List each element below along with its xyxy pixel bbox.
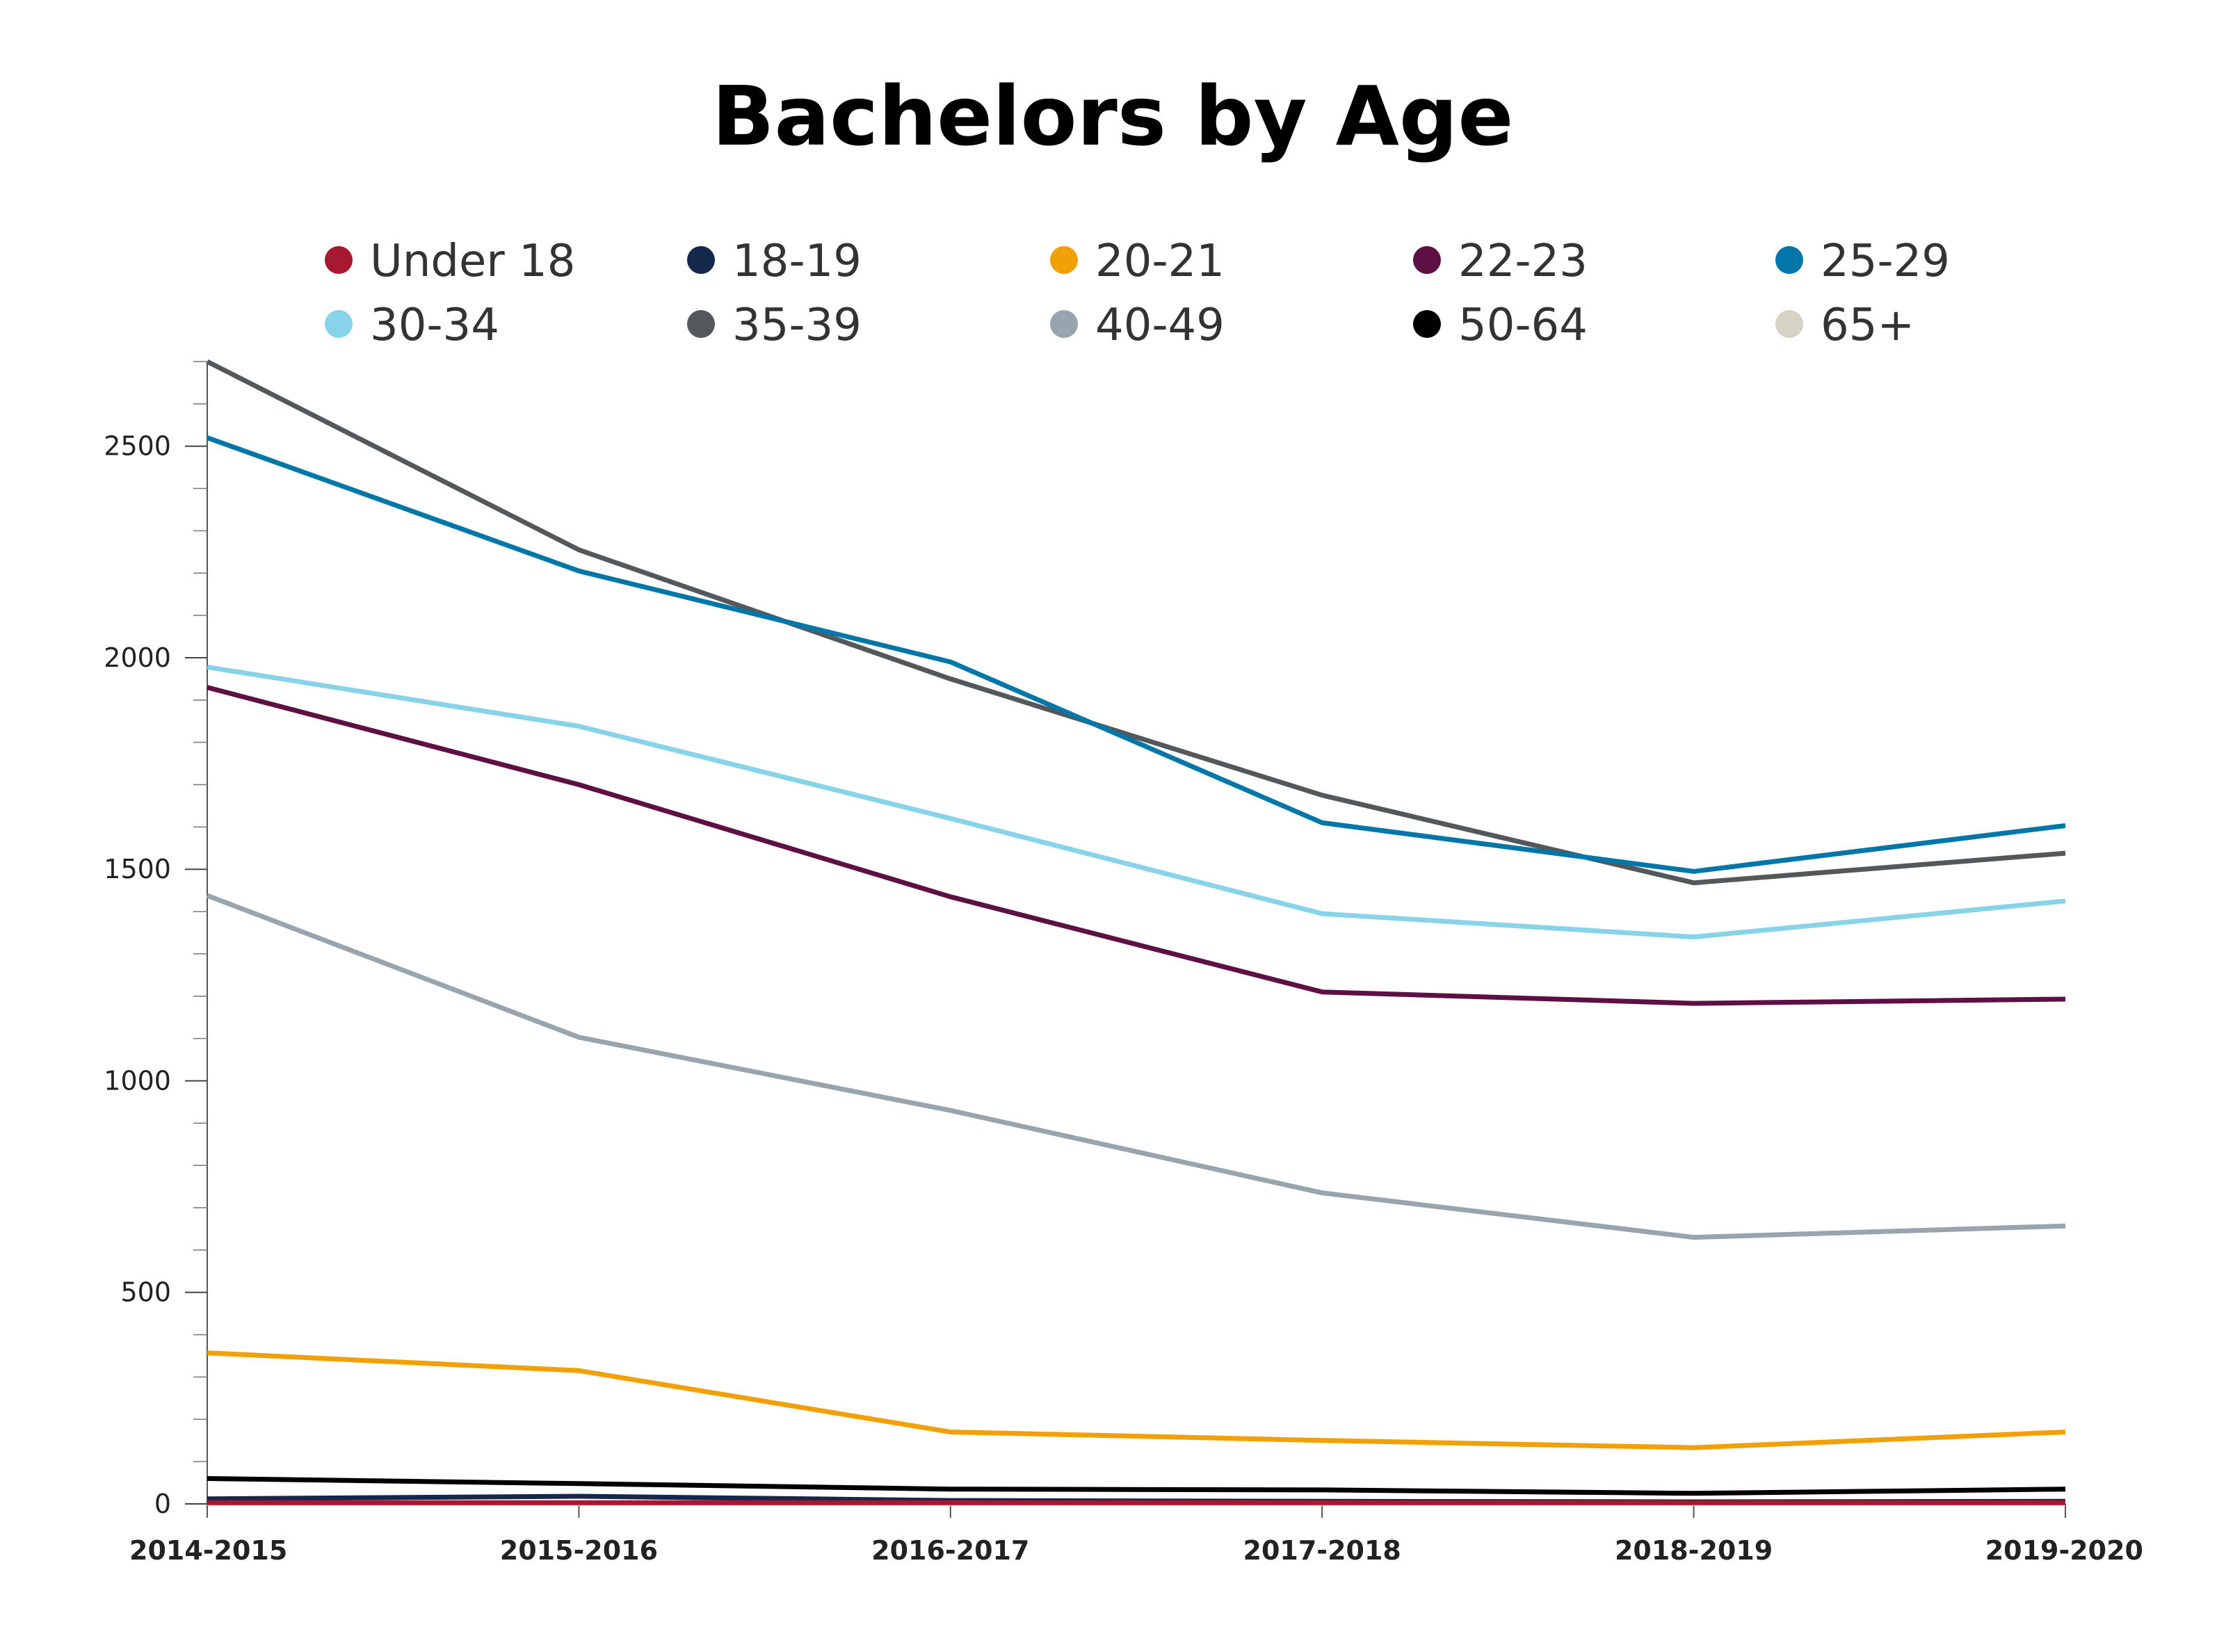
legend-label: 22-23 xyxy=(1458,236,1588,287)
series-line-25-29 xyxy=(206,435,2066,874)
legend-item-40-49: 40-49 xyxy=(1050,300,1225,351)
legend-label: 20-21 xyxy=(1095,236,1225,287)
legend-item-65: 65+ xyxy=(1775,300,1914,351)
legend-label: 18-19 xyxy=(732,236,862,287)
x-tick-label: 2018-2019 xyxy=(1615,1535,1773,1566)
series-line-50-64 xyxy=(207,1476,2066,1496)
legend-label: 25-29 xyxy=(1821,236,1950,287)
legend-item-under-18: Under 18 xyxy=(325,236,576,287)
x-tick-label: 2016-2017 xyxy=(871,1535,1029,1566)
legend-label: 40-49 xyxy=(1095,300,1225,351)
plot-lines xyxy=(206,359,2066,1506)
legend-marker xyxy=(1050,246,1078,274)
legend-marker xyxy=(1413,310,1441,338)
y-tick-label: 1500 xyxy=(104,854,171,884)
legend-marker xyxy=(1775,310,1803,338)
legend-marker xyxy=(1775,246,1803,274)
x-tick-label: 2019-2020 xyxy=(1985,1535,2143,1566)
axes: 0 500 1000 1500 2000 2500 2014-2015 2015-2016 20… xyxy=(104,361,2143,1566)
series-line-30-34 xyxy=(207,664,2066,940)
y-tick-label: 0 xyxy=(154,1489,171,1519)
x-tick-label: 2014-2015 xyxy=(129,1535,287,1566)
legend-marker xyxy=(325,310,353,338)
y-tick-label: 1000 xyxy=(104,1065,171,1096)
legend-item-25-29: 25-29 xyxy=(1775,236,1950,287)
series-line-35-39 xyxy=(206,359,2066,886)
legend: Under 18 18-19 20-21 22-23 25-29 30-34 35-39 40… xyxy=(325,236,1950,351)
legend-item-18-19: 18-19 xyxy=(687,236,862,287)
legend-label: 50-64 xyxy=(1458,300,1588,351)
series-line-40-49 xyxy=(206,893,2066,1240)
y-tick-label: 2500 xyxy=(104,431,171,462)
legend-item-35-39: 35-39 xyxy=(687,300,862,351)
y-tick-label: 2000 xyxy=(104,642,171,673)
legend-marker xyxy=(687,310,715,338)
legend-marker xyxy=(325,246,353,274)
y-tick-label: 500 xyxy=(120,1277,171,1308)
chart-title: Bachelors by Age xyxy=(712,68,1514,164)
legend-label: 30-34 xyxy=(370,300,499,351)
series-line-22-23 xyxy=(207,685,2066,1006)
series-line-20-21 xyxy=(207,1350,2066,1450)
x-tick-label: 2015-2016 xyxy=(500,1535,658,1566)
legend-label: 65+ xyxy=(1821,300,1914,351)
x-tick-label: 2017-2018 xyxy=(1243,1535,1401,1566)
legend-label: Under 18 xyxy=(370,236,576,287)
legend-item-20-21: 20-21 xyxy=(1050,236,1225,287)
legend-item-22-23: 22-23 xyxy=(1413,236,1588,287)
legend-label: 35-39 xyxy=(732,300,862,351)
legend-item-30-34: 30-34 xyxy=(325,300,499,351)
legend-marker xyxy=(1050,310,1078,338)
legend-item-50-64: 50-64 xyxy=(1413,300,1588,351)
legend-marker xyxy=(687,246,715,274)
legend-marker xyxy=(1413,246,1441,274)
